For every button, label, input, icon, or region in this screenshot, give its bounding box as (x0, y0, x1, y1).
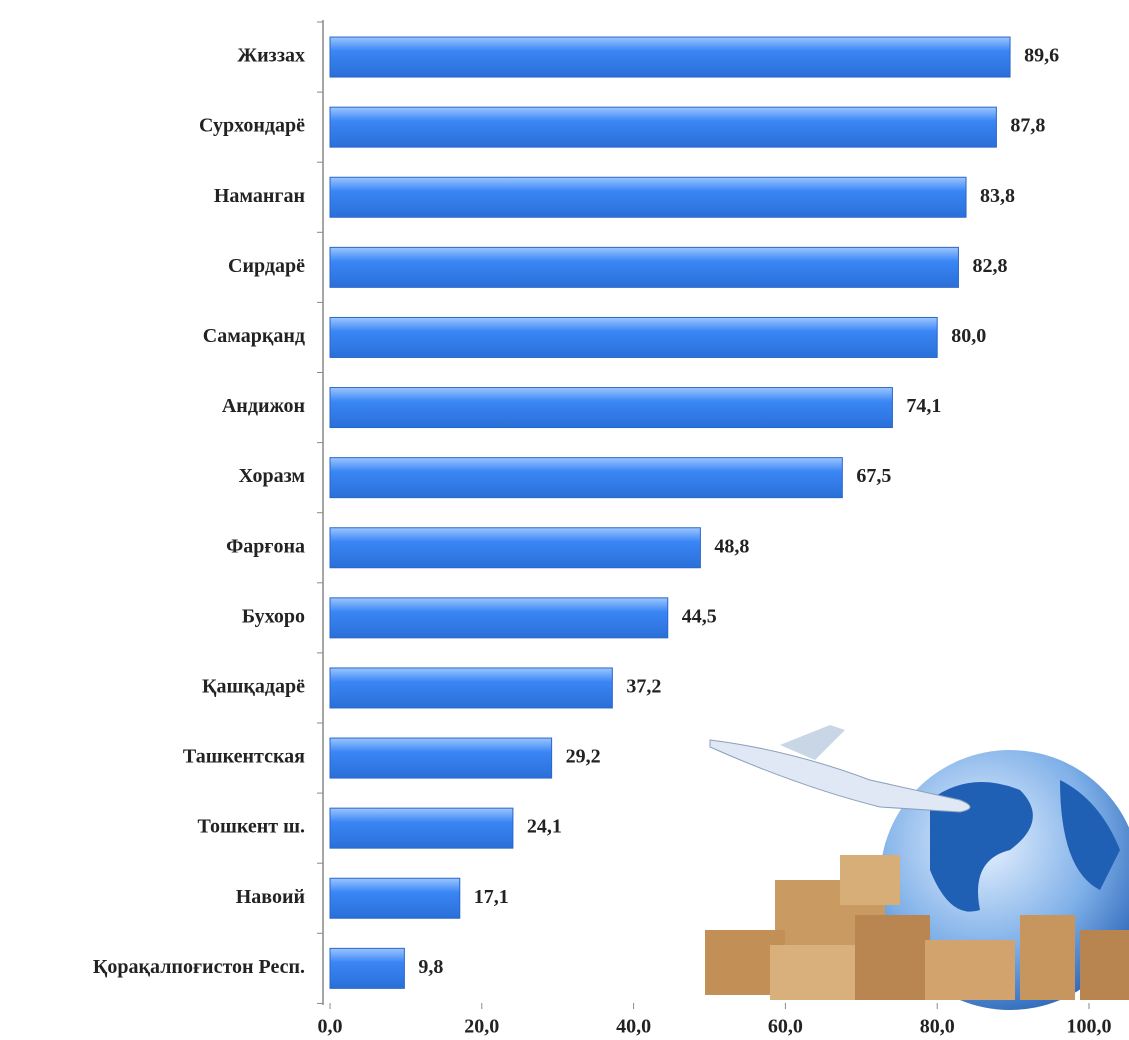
value-label: 83,8 (980, 185, 1015, 207)
value-label: 17,1 (474, 886, 509, 908)
bar (329, 807, 514, 849)
x-tick-label: 20,0 (464, 1016, 499, 1038)
bar (329, 877, 461, 919)
value-label: 87,8 (1010, 115, 1045, 137)
y-tick-label: Наманган (214, 185, 305, 207)
bar (329, 597, 669, 639)
y-tick-label: Навоий (236, 886, 305, 908)
bar (329, 947, 405, 989)
y-tick-label: Ташкентская (183, 746, 305, 768)
y-tick-label: Сурхондарё (199, 115, 305, 137)
bar (329, 667, 613, 709)
value-label: 89,6 (1024, 45, 1059, 67)
value-label: 48,8 (714, 535, 749, 557)
bar (329, 36, 1011, 78)
x-tick-label: 0,0 (318, 1016, 343, 1038)
x-tick-label: 100,0 (1067, 1016, 1112, 1038)
y-tick-label: Самарқанд (203, 325, 305, 347)
illustration (705, 725, 1129, 1010)
x-tick-label: 40,0 (616, 1016, 651, 1038)
bar (329, 106, 997, 148)
y-tick-label: Жиззах (237, 45, 305, 67)
y-tick-label: Бухоро (242, 605, 305, 627)
value-label: 67,5 (856, 465, 891, 487)
y-tick-label: Қорақалпоғистон Респ. (93, 956, 305, 978)
y-tick-label: Тошкент ш. (198, 816, 305, 838)
y-tick-label: Сирдарё (228, 255, 305, 277)
value-label: 82,8 (972, 255, 1007, 277)
y-tick-label: Андижон (222, 395, 305, 417)
value-label: 24,1 (527, 816, 562, 838)
value-label: 80,0 (951, 325, 986, 347)
value-label: 74,1 (906, 395, 941, 417)
bar (329, 737, 553, 779)
x-tick-label: 80,0 (920, 1016, 955, 1038)
bar (329, 246, 959, 288)
bar (329, 316, 938, 358)
x-tick-label: 60,0 (768, 1016, 803, 1038)
value-label: 44,5 (682, 605, 717, 627)
bar (329, 387, 893, 429)
bar (329, 457, 843, 499)
bar (329, 527, 701, 569)
value-label: 37,2 (626, 676, 661, 698)
y-tick-label: Хоразм (239, 465, 305, 487)
bar (329, 176, 967, 218)
value-label: 29,2 (566, 746, 601, 768)
y-tick-label: Фарғона (226, 535, 305, 557)
y-tick-label: Қашқадарё (202, 676, 305, 698)
value-label: 9,8 (418, 956, 443, 978)
